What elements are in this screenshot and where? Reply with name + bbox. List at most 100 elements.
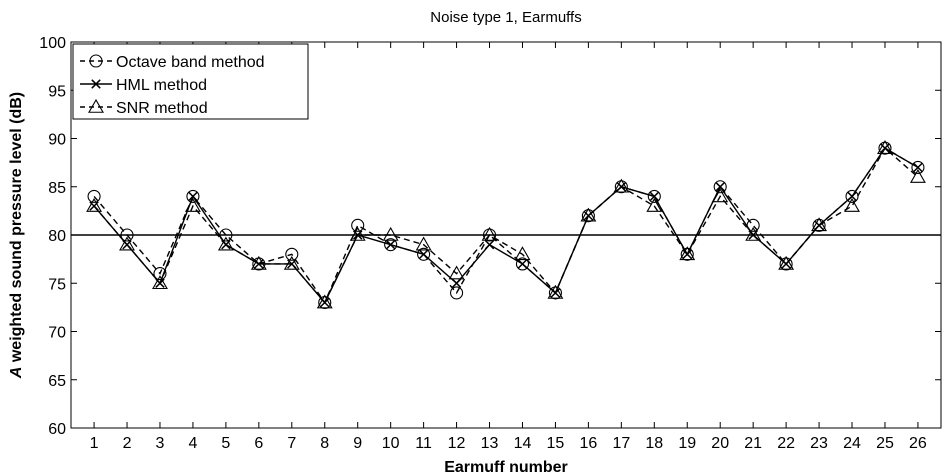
x-tick-label: 5 — [221, 435, 230, 452]
x-tick-label: 6 — [254, 435, 263, 452]
x-tick-label: 13 — [481, 435, 499, 452]
data-point-snr-method — [679, 246, 696, 261]
data-point-octave-band-method — [417, 247, 431, 261]
legend-marker-snr-method — [88, 98, 104, 113]
legend-label-octave-band-method: Octave band method — [116, 54, 265, 71]
x-tick-label: 3 — [156, 435, 165, 452]
data-point-snr-method — [481, 226, 498, 241]
data-point-octave-band-method — [153, 267, 167, 281]
data-point-octave-band-method — [120, 228, 134, 242]
chart-title: Noise type 1, Earmuffs — [430, 9, 581, 26]
y-axis-title-italic: A — [8, 367, 25, 380]
x-tick-label: 2 — [123, 435, 132, 452]
y-tick-label: 90 — [48, 132, 66, 149]
plot-frame — [70, 41, 942, 429]
data-point-snr-method — [119, 236, 135, 251]
y-tick-label: 75 — [48, 276, 66, 293]
legend-box — [72, 43, 309, 120]
data-point-snr-method — [448, 265, 465, 280]
x-tick-label: 18 — [645, 435, 663, 452]
x-axis-title: Earmuff number — [444, 459, 568, 476]
data-point-hml-method — [517, 259, 528, 269]
data-point-hml-method — [484, 239, 495, 250]
x-tick-label: 15 — [547, 435, 565, 452]
y-tick-label: 60 — [48, 421, 66, 438]
x-tick-label: 19 — [678, 435, 696, 452]
data-point-snr-method — [745, 226, 762, 241]
data-point-snr-method — [712, 188, 729, 203]
legend-label-hml-method: HML method — [116, 77, 207, 94]
data-point-octave-band-method — [647, 189, 661, 203]
data-point-snr-method — [152, 275, 168, 290]
data-point-octave-band-method — [450, 286, 464, 300]
data-point-snr-method — [349, 226, 366, 241]
y-tick-label: 95 — [48, 83, 66, 100]
x-tick-label: 1 — [90, 435, 99, 452]
legend-label-snr-method: SNR method — [116, 100, 208, 117]
data-point-snr-method — [382, 226, 399, 241]
x-tick-label: 14 — [514, 435, 532, 452]
data-point-hml-method — [188, 191, 198, 202]
data-point-snr-method — [909, 168, 926, 183]
y-tick-label: 100 — [39, 35, 66, 52]
x-tick-label: 7 — [287, 435, 296, 452]
data-point-octave-band-method — [285, 247, 299, 261]
data-point-snr-method — [250, 255, 267, 270]
data-point-hml-method — [385, 239, 396, 250]
x-tick-label: 10 — [382, 435, 400, 452]
x-tick-label: 26 — [909, 435, 927, 452]
data-point-hml-method — [847, 191, 857, 202]
y-tick-label: 70 — [48, 325, 66, 342]
data-point-snr-method — [184, 197, 201, 212]
x-tick-label: 23 — [810, 435, 828, 452]
x-tick-label: 25 — [876, 435, 894, 452]
x-tick-label: 11 — [415, 435, 432, 452]
data-point-snr-method — [844, 197, 860, 212]
series-snr-method — [86, 140, 926, 309]
x-tick-label: 12 — [448, 435, 466, 452]
data-point-octave-band-method — [351, 218, 365, 232]
series-line-octave-band-method — [93, 147, 919, 304]
data-point-snr-method — [86, 197, 103, 212]
data-point-snr-method — [316, 294, 333, 309]
y-tick-label: 80 — [48, 228, 66, 245]
data-point-hml-method — [913, 162, 923, 173]
data-point-snr-method — [877, 140, 893, 154]
data-point-snr-method — [778, 255, 795, 270]
series-octave-band-method — [87, 141, 925, 310]
legend: Octave band method HML method SNR method — [72, 43, 309, 120]
x-tick-label: 8 — [320, 435, 329, 452]
data-point-hml-method — [451, 278, 462, 288]
data-point-snr-method — [646, 197, 663, 212]
data-point-octave-band-method — [384, 238, 398, 252]
x-tick-label: 17 — [612, 435, 630, 452]
data-point-hml-method — [418, 249, 429, 260]
x-tick-label: 4 — [188, 435, 197, 452]
data-point-octave-band-method — [911, 160, 925, 174]
data-point-snr-method — [283, 255, 300, 270]
x-tick-label: 24 — [843, 435, 861, 452]
y-tick-label: 85 — [48, 180, 66, 197]
data-point-snr-method — [217, 236, 234, 251]
data-point-octave-band-method — [87, 189, 101, 203]
y-axis-title: A weighted sound pressure level (dB) — [8, 92, 25, 379]
data-point-hml-method — [715, 182, 725, 192]
data-point-snr-method — [811, 217, 828, 232]
data-point-snr-method — [547, 284, 564, 299]
y-axis-title-rest: weighted sound pressure level (dB) — [8, 92, 25, 367]
x-tick-label: 22 — [777, 435, 795, 452]
data-point-octave-band-method — [515, 257, 530, 271]
x-tick-label: 20 — [711, 435, 729, 452]
x-tick-label: 9 — [353, 435, 362, 452]
data-point-snr-method — [415, 236, 432, 251]
data-point-snr-method — [514, 246, 531, 261]
legend-marker-hml-method — [91, 79, 101, 89]
legend-marker-octave-band-method — [89, 54, 103, 68]
y-tick-label: 65 — [48, 373, 66, 390]
series-hml-method — [89, 143, 923, 308]
data-point-snr-method — [580, 207, 597, 222]
x-tick-label: 16 — [579, 435, 597, 452]
data-point-hml-method — [649, 191, 660, 202]
data-point-octave-band-method — [186, 189, 200, 203]
